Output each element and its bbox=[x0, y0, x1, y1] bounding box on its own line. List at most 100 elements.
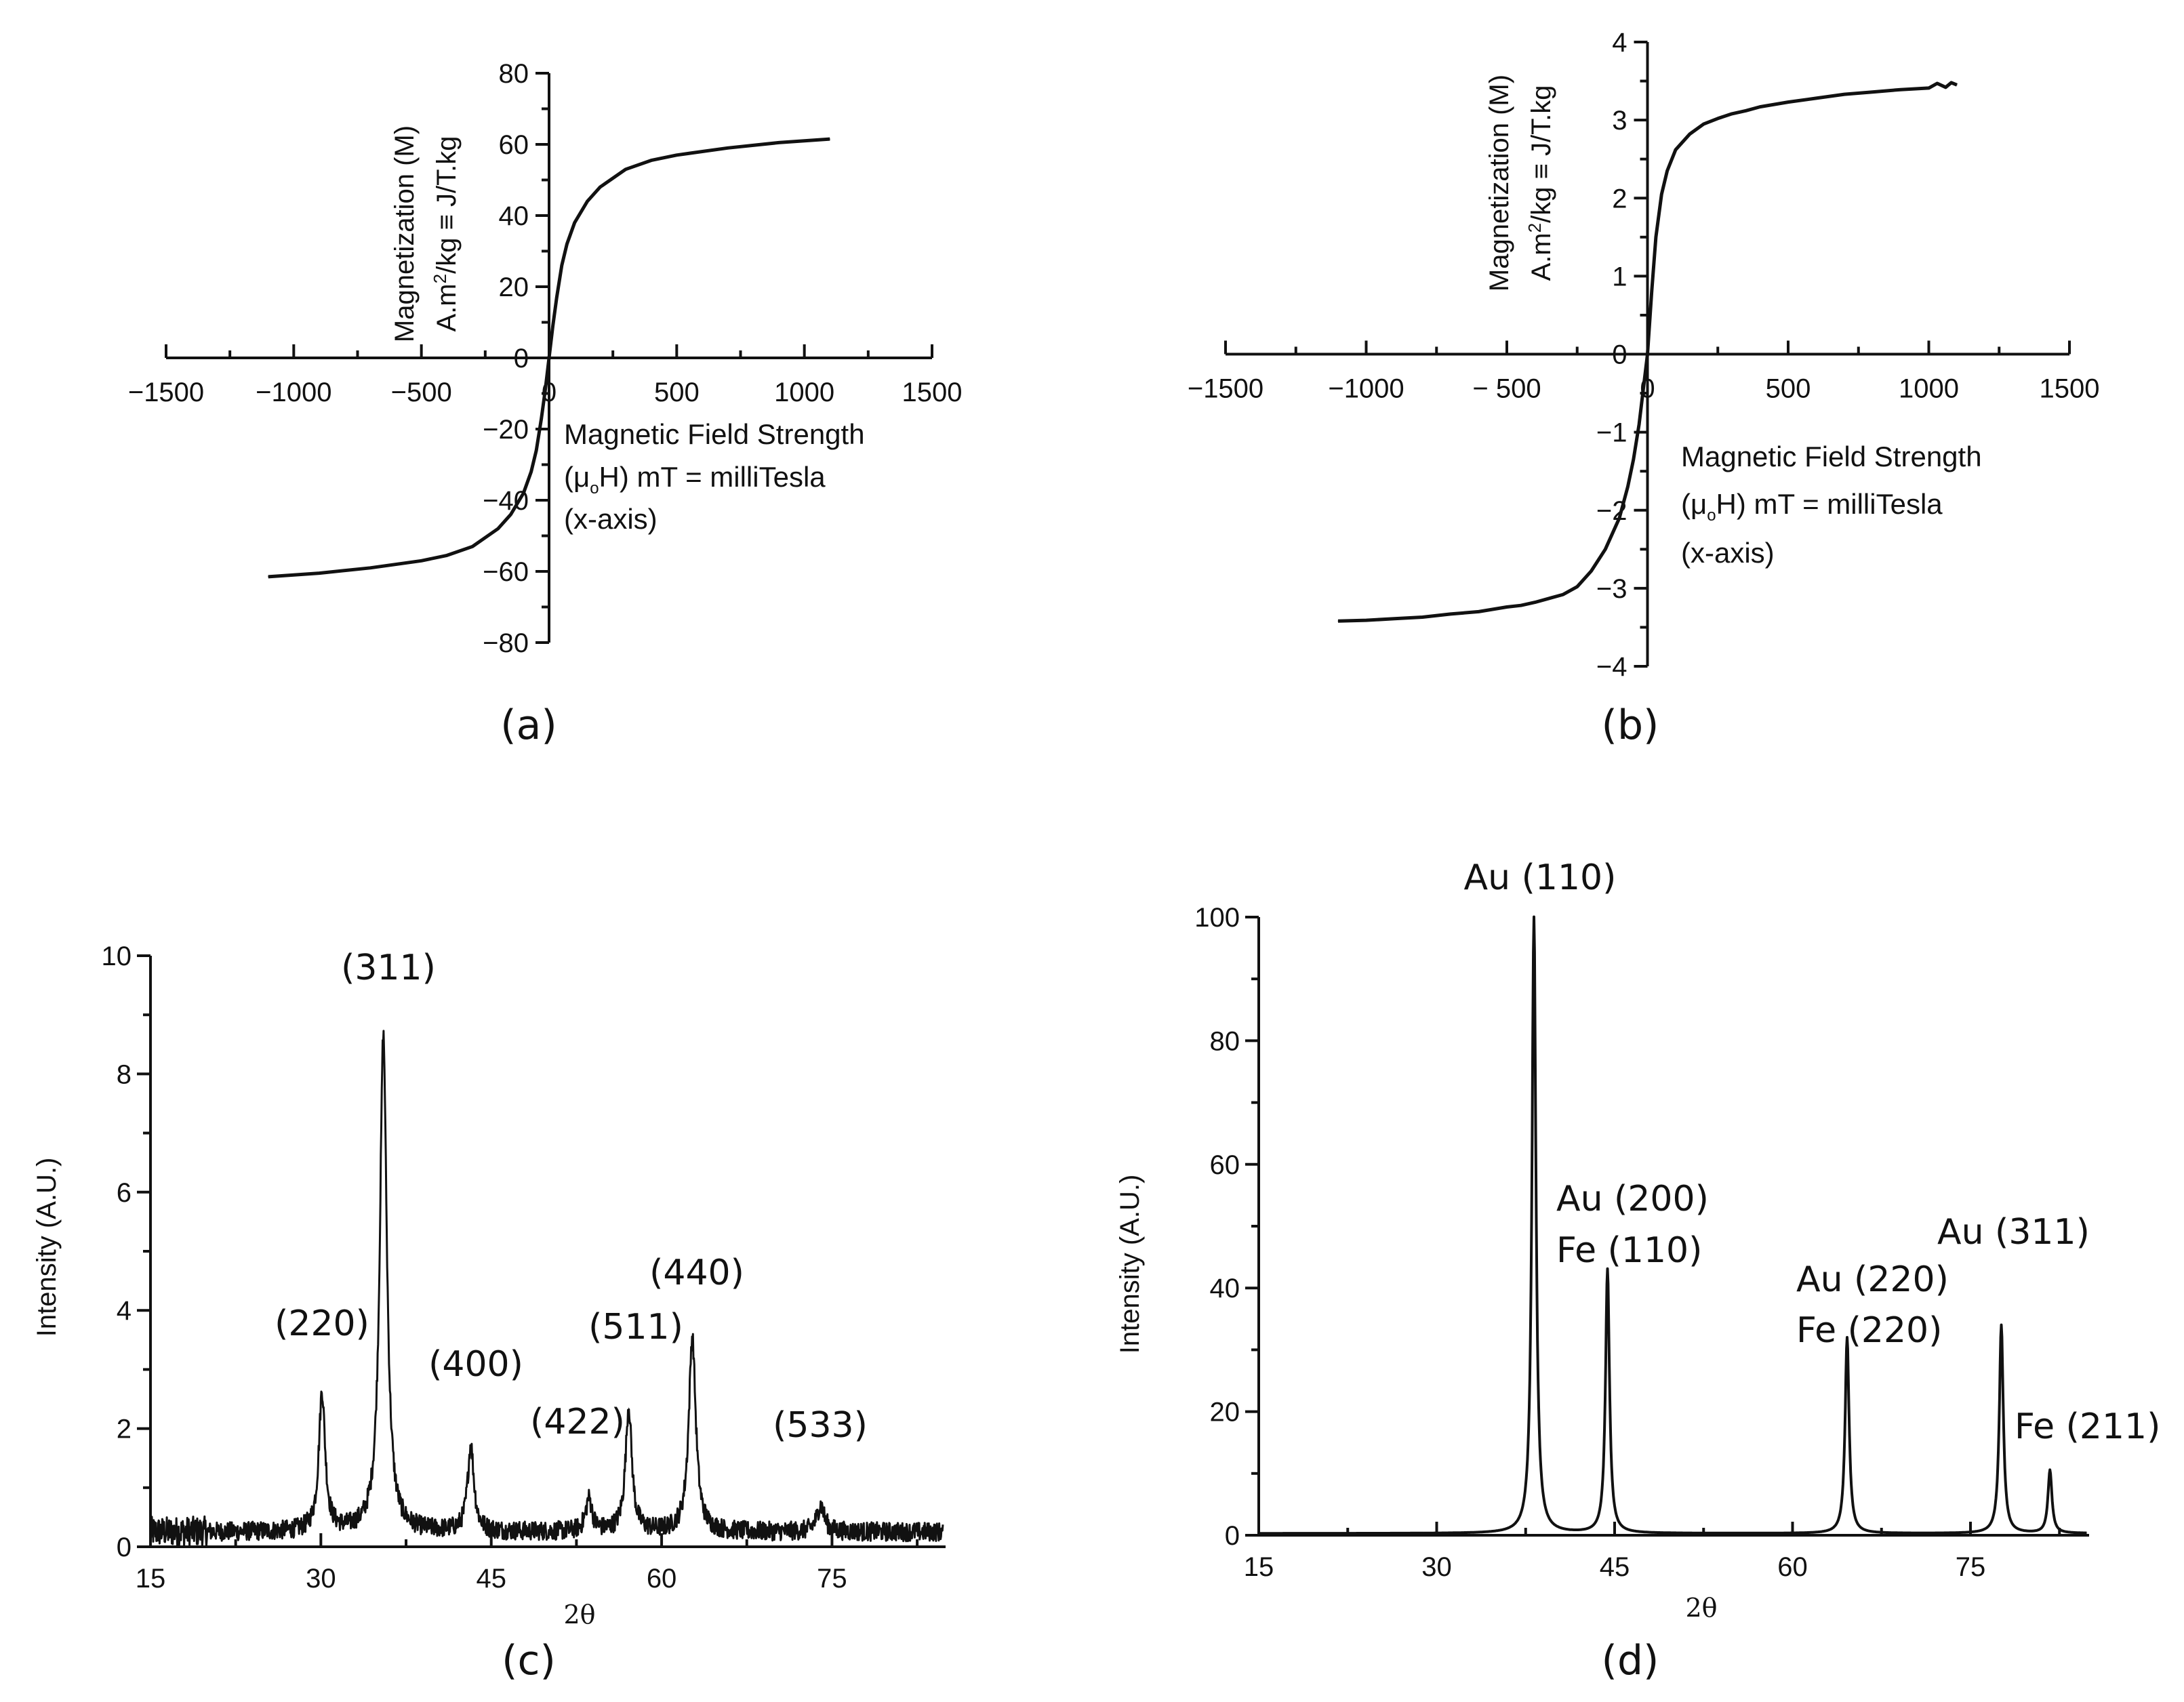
panel-a-data-point bbox=[599, 186, 601, 188]
panel-b-series bbox=[1337, 81, 1958, 623]
panel-b-data-point bbox=[1703, 123, 1704, 125]
panel-c-x-tick-label: 30 bbox=[306, 1564, 336, 1594]
panel-b-y-tick-label: −4 bbox=[1596, 652, 1627, 682]
panel-d-x-tick-label: 75 bbox=[1956, 1552, 1986, 1582]
panel-a-x-tick-label: 1500 bbox=[902, 378, 963, 407]
panel-b-xlabel-line2: (μoH) mT = milliTesla bbox=[1681, 488, 1943, 525]
panel-b-y-tick-label: 2 bbox=[1612, 184, 1627, 214]
panel-b-x-tick-label: − 500 bbox=[1472, 374, 1541, 404]
panel-d-peak-point bbox=[2001, 1324, 2002, 1326]
panel-b-data-point bbox=[1661, 193, 1662, 195]
panel-a-y-tick-label: 60 bbox=[499, 130, 529, 160]
panel-c-peak-label-422: (422) bbox=[530, 1402, 625, 1442]
panel-a-data-point bbox=[778, 142, 780, 143]
panel-c-peak-point bbox=[383, 1035, 384, 1036]
panel-a-axes: −1500−1000−500050010001500−80−60−40−2002… bbox=[128, 59, 963, 658]
panel-b-data-point bbox=[1928, 87, 1929, 89]
panel-d-y-tick-label: 20 bbox=[1210, 1398, 1240, 1427]
panel-c-peak-point bbox=[628, 1407, 629, 1409]
panel-a-series bbox=[268, 137, 830, 579]
panel-b-y-tick-label: 1 bbox=[1612, 262, 1627, 291]
panel-d-peak-point bbox=[1607, 1269, 1608, 1270]
panel-d-peak-point bbox=[1533, 916, 1535, 918]
panel-b-data-point bbox=[1773, 104, 1775, 105]
panel-c-x-tick-label: 75 bbox=[817, 1564, 847, 1594]
panel-d-x-tick-label: 15 bbox=[1244, 1552, 1274, 1582]
panel-a-y-tick-label: −20 bbox=[483, 415, 529, 445]
panel-b-data-point bbox=[1619, 517, 1620, 519]
panel-a-mh-curve: −1500−1000−500050010001500−80−60−40−2002… bbox=[128, 59, 963, 749]
panel-b-y-tick-label: −1 bbox=[1596, 418, 1627, 448]
panel-a-xlabel-line3: (x-axis) bbox=[564, 503, 658, 535]
panel-b-x-tick-label: 1500 bbox=[2040, 374, 2100, 404]
panel-b-data-point bbox=[1844, 94, 1845, 95]
panel-d-annot-fe110: Fe (110) bbox=[1556, 1230, 1702, 1271]
panel-b-xlabel-line1: Magnetic Field Strength bbox=[1681, 441, 1982, 472]
panel-a-y-tick-label: −80 bbox=[483, 628, 529, 658]
panel-b-data-point bbox=[1642, 388, 1644, 390]
panel-a-y-tick-label: 20 bbox=[499, 272, 529, 302]
panel-c-series bbox=[149, 1030, 944, 1548]
panel-c-xrd-pattern: 15 30 45 60 75 0 2 4 6 8 10 Intensity (A.U.) 2θ (c… bbox=[32, 941, 946, 1684]
panel-d-ylabel: Intensity (A.U.) bbox=[1115, 1175, 1145, 1354]
panel-a-y-tick-label: 0 bbox=[514, 344, 529, 373]
panel-a-xlabel-line2: (μoH) mT = milliTesla bbox=[564, 461, 826, 498]
panel-a-data-point bbox=[541, 418, 542, 419]
panel-b-x-tick-label: 1000 bbox=[1899, 374, 1959, 404]
panel-a-x-tick-label: −1000 bbox=[256, 378, 331, 407]
panel-a-data-point bbox=[561, 265, 563, 266]
panel-c-axes: 15 30 45 60 75 0 2 4 6 8 10 bbox=[102, 941, 946, 1594]
panel-c-ylabel: Intensity (A.U.) bbox=[32, 1158, 62, 1337]
panel-d-series bbox=[1257, 915, 2088, 1535]
panel-a-x-tick-label: 1000 bbox=[774, 378, 834, 407]
panel-b-y-tick-label: −3 bbox=[1596, 574, 1627, 604]
panel-c-peak-label-533: (533) bbox=[773, 1405, 868, 1446]
panel-a-y-tick-label: 80 bbox=[499, 59, 529, 89]
panel-d-x-tick-label: 30 bbox=[1421, 1552, 1452, 1582]
panel-b-data-point bbox=[1638, 424, 1640, 425]
panel-b-ylabel-line2: A.m2/kg ≡ J/T.kg bbox=[1524, 85, 1556, 281]
panel-a-y-tick-label: −40 bbox=[483, 486, 529, 516]
panel-d-y-tick-label: 0 bbox=[1225, 1521, 1240, 1551]
panel-b-y-tick-label: 0 bbox=[1612, 340, 1627, 370]
panel-a-x-tick-label: −1500 bbox=[128, 378, 204, 407]
panel-a-y-tick-label: 40 bbox=[499, 201, 529, 231]
panel-b-x-tick-label: −1500 bbox=[1188, 374, 1263, 404]
panel-b-caption: (b) bbox=[1602, 702, 1659, 749]
panel-b-data-point bbox=[1337, 620, 1339, 622]
panel-c-y-tick-label: 4 bbox=[117, 1296, 132, 1326]
panel-b-data-point bbox=[1394, 618, 1395, 620]
panel-a-data-point bbox=[535, 450, 537, 451]
panel-c-peak-point bbox=[321, 1392, 323, 1394]
panel-c-peak-point bbox=[588, 1499, 590, 1500]
panel-d-x-tick-label: 45 bbox=[1600, 1552, 1630, 1582]
panel-a-x-tick-label: 500 bbox=[654, 378, 700, 407]
panel-b-data-point bbox=[1366, 620, 1367, 621]
panel-d-peak-point bbox=[1846, 1337, 1848, 1338]
panel-b-data-point bbox=[1478, 611, 1479, 612]
panel-c-peak-label-311: (311) bbox=[341, 948, 436, 988]
panel-c-y-tick-label: 10 bbox=[102, 941, 132, 971]
panel-c-x-tick-label: 45 bbox=[476, 1564, 506, 1594]
panel-a-data-point bbox=[587, 201, 588, 202]
panel-d-annot-fe211: Fe (211) bbox=[2015, 1406, 2160, 1447]
panel-b-ylabel-line1: Magnetization (M) bbox=[1484, 75, 1514, 291]
panel-c-y-tick-label: 6 bbox=[117, 1178, 132, 1208]
panel-c-peak-label-511: (511) bbox=[588, 1307, 683, 1348]
panel-a-caption: (a) bbox=[500, 702, 557, 749]
panel-b-data-point bbox=[1633, 459, 1634, 460]
panel-d-y-tick-label: 100 bbox=[1194, 903, 1240, 933]
panel-d-annot-au110: Au (110) bbox=[1464, 857, 1617, 898]
panel-d-x-tick-label: 60 bbox=[1777, 1552, 1808, 1582]
panel-b-x-tick-label: 500 bbox=[1766, 374, 1811, 404]
panel-c-peak-label-440: (440) bbox=[649, 1253, 744, 1293]
panel-a-data-point bbox=[548, 357, 550, 359]
panel-a-y-tick-label: −60 bbox=[483, 557, 529, 587]
panel-d-annot-au220: Au (220) bbox=[1796, 1259, 1949, 1300]
panel-a-data-point bbox=[472, 546, 473, 547]
panel-d-annot-au311: Au (311) bbox=[1937, 1212, 2090, 1253]
panel-d-y-tick-label: 40 bbox=[1210, 1274, 1240, 1303]
